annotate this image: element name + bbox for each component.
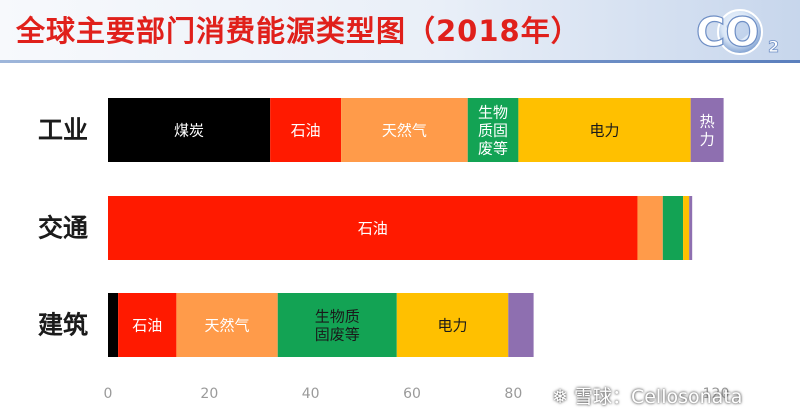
title-underline	[0, 60, 800, 63]
x-tick-label: 120	[703, 386, 730, 402]
segment-label-line: 电力	[438, 316, 468, 334]
bar-segment	[108, 293, 119, 357]
segment-label-line: 质固	[478, 121, 508, 139]
bar-segment	[467, 98, 519, 162]
segment-label: 石油	[358, 219, 388, 237]
segment-label-line: 石油	[291, 121, 321, 139]
bar-segment	[108, 196, 638, 260]
watermark: ❅ 雪球：Cellosonata	[552, 382, 742, 409]
segment-label: 煤炭	[174, 121, 204, 139]
bar-segment	[341, 98, 468, 162]
x-tick-label: 80	[504, 386, 522, 402]
segment-label-line: 生物质	[315, 307, 360, 325]
bar-segment	[277, 293, 397, 357]
x-tick-label: 20	[200, 386, 218, 402]
category-label: 交通	[38, 214, 88, 243]
segment-label-line: 天然气	[205, 316, 250, 334]
segment-label: 热力	[700, 112, 715, 148]
co2-globe-icon: CO 2	[695, 9, 780, 57]
segment-label-line: 生物	[478, 103, 508, 121]
category-label: 工业	[38, 116, 88, 145]
segment-label-line: 石油	[358, 219, 388, 237]
bar-segment	[396, 293, 509, 357]
segment-label-line: 电力	[590, 121, 620, 139]
svg-text:2: 2	[768, 37, 779, 56]
segment-label-line: 固废等	[315, 325, 360, 343]
bar-segment	[108, 98, 271, 162]
segment-label-line: 石油	[132, 316, 162, 334]
bar-segment	[637, 196, 663, 260]
segment-label: 天然气	[205, 316, 250, 334]
x-tick-label: 60	[403, 386, 421, 402]
chart-title: 全球主要部门消费能源类型图（2018年）	[16, 14, 581, 48]
segment-label: 石油	[291, 121, 321, 139]
snowball-icon: ❅	[552, 386, 574, 408]
segment-label-line: 热	[700, 112, 715, 130]
x-tick-label: 0	[104, 386, 113, 402]
bar-segment	[508, 293, 534, 357]
segment-label: 生物质固废等	[315, 307, 360, 343]
segment-label: 生物质固废等	[478, 103, 508, 157]
segment-label: 石油	[132, 316, 162, 334]
bar-segment	[689, 196, 693, 260]
x-tick-label: 40	[302, 386, 320, 402]
bar-segment	[683, 196, 690, 260]
segment-label: 天然气	[382, 121, 427, 139]
title-banner: 全球主要部门消费能源类型图（2018年） CO 2	[0, 0, 800, 63]
segment-label-line: 力	[700, 130, 715, 148]
segment-label: 电力	[590, 121, 620, 139]
bar-segment	[176, 293, 278, 357]
segment-label-line: 天然气	[382, 121, 427, 139]
category-label: 建筑	[38, 311, 88, 340]
bar-segment	[518, 98, 691, 162]
bar-segment	[690, 98, 724, 162]
segment-label: 电力	[438, 316, 468, 334]
segment-label-line: 煤炭	[174, 121, 204, 139]
bar-segment	[118, 293, 177, 357]
bar-segment	[270, 98, 342, 162]
svg-text:CO: CO	[696, 10, 759, 56]
segment-label-line: 废等	[478, 139, 508, 157]
bar-segment	[662, 196, 684, 260]
watermark-text: 雪球：Cellosonata	[573, 386, 743, 408]
